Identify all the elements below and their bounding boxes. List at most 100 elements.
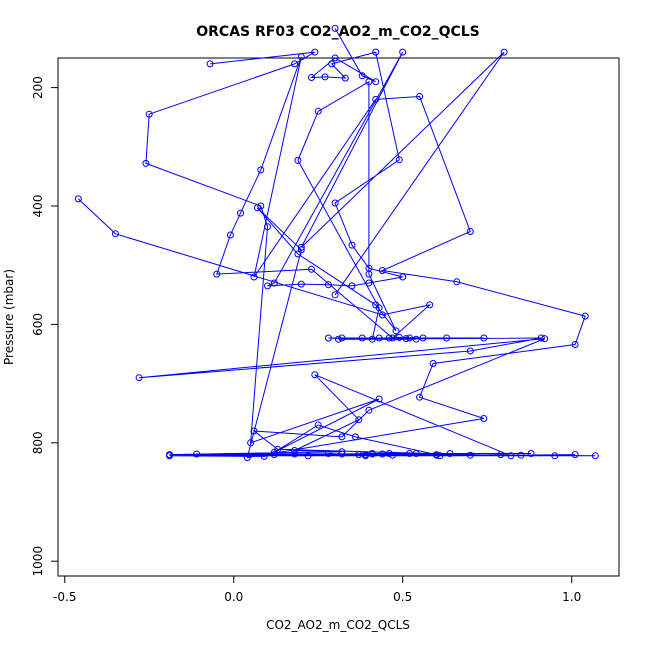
data-point (135, 374, 143, 382)
data-point (250, 427, 258, 435)
data-point (348, 282, 356, 290)
data-point (406, 450, 413, 457)
data-point (368, 450, 376, 458)
data-point (341, 74, 349, 82)
data-point (260, 452, 268, 460)
data-point (402, 335, 410, 343)
series-line (267, 28, 505, 296)
data-point (338, 448, 346, 456)
data-point (247, 439, 255, 447)
data-point (314, 107, 322, 115)
data-point (389, 451, 397, 459)
data-point (527, 450, 535, 457)
data-point (270, 451, 278, 459)
data-point (145, 110, 153, 118)
data-point (291, 447, 299, 454)
data-point (335, 335, 342, 343)
data-point (291, 60, 299, 68)
data-point (507, 452, 515, 460)
data-point (250, 273, 258, 281)
data-point (243, 454, 251, 462)
data-point (311, 371, 319, 379)
data-point (395, 156, 403, 164)
data-point (395, 333, 403, 341)
data-point (517, 451, 525, 459)
data-point (338, 450, 346, 458)
data-point (206, 60, 214, 68)
data-point (551, 452, 559, 460)
data-point (385, 450, 393, 457)
data-point (443, 334, 451, 342)
data-point (453, 278, 461, 286)
data-point (324, 450, 332, 457)
data-point (297, 243, 305, 251)
data-point (480, 415, 488, 422)
data-point (294, 156, 302, 164)
data-point (328, 60, 336, 68)
data-point (416, 93, 424, 100)
data-point (338, 433, 346, 441)
data-point (112, 230, 119, 238)
plot-frame (57, 57, 620, 577)
data-point (416, 393, 424, 401)
data-point (591, 452, 599, 460)
data-point (338, 334, 346, 342)
data-point (74, 195, 82, 203)
data-point (237, 209, 244, 217)
data-point (291, 450, 299, 458)
y-axis-label: Pressure (mbar) (2, 269, 16, 365)
data-point (348, 241, 356, 249)
data-point (537, 334, 545, 342)
data-point (480, 334, 488, 342)
x-tick-label: -0.5 (53, 590, 76, 604)
series-layer (74, 24, 599, 462)
data-point (378, 450, 386, 458)
data-point (331, 24, 339, 32)
data-point (541, 335, 549, 343)
data-point (372, 48, 380, 56)
series-line (77, 56, 596, 459)
data-point (264, 223, 271, 231)
data-point (375, 334, 383, 342)
chart-title: ORCAS RF03 CO2_AO2_m_CO2_QCLS (196, 24, 480, 40)
data-point (311, 48, 319, 56)
x-tick-label: 1.0 (562, 590, 581, 604)
data-point (375, 395, 383, 403)
x-axis: -0.5 0.0 0.5 1.0 (53, 575, 581, 604)
data-point (372, 78, 380, 86)
data-point (368, 335, 376, 343)
data-point (385, 334, 393, 342)
data-point (571, 341, 579, 348)
data-point (331, 54, 339, 62)
data-point (500, 48, 508, 56)
data-point (436, 452, 444, 460)
data-point (466, 451, 474, 459)
data-point (365, 406, 373, 414)
data-point (314, 421, 322, 429)
data-point (378, 311, 386, 319)
data-point (355, 451, 363, 459)
y-tick-label: 400 (31, 195, 45, 218)
data-point (355, 416, 363, 424)
data-point (257, 166, 265, 174)
data-point (257, 202, 265, 210)
data-point (358, 334, 366, 342)
data-point (497, 451, 505, 459)
data-point (351, 433, 359, 441)
series-0 (74, 53, 599, 462)
series-line (145, 51, 437, 456)
data-point (226, 231, 234, 239)
y-tick-label: 800 (31, 431, 45, 454)
data-point (270, 279, 278, 287)
data-point (331, 199, 339, 207)
x-axis-label: CO2_AO2_m_CO2_QCLS (266, 618, 410, 632)
data-point (308, 265, 315, 273)
data-point (571, 451, 579, 459)
data-point (406, 334, 413, 342)
data-point (426, 301, 434, 309)
data-point (581, 312, 589, 320)
data-point (399, 48, 407, 56)
y-tick-label: 1000 (31, 546, 45, 577)
series-1 (264, 24, 508, 299)
